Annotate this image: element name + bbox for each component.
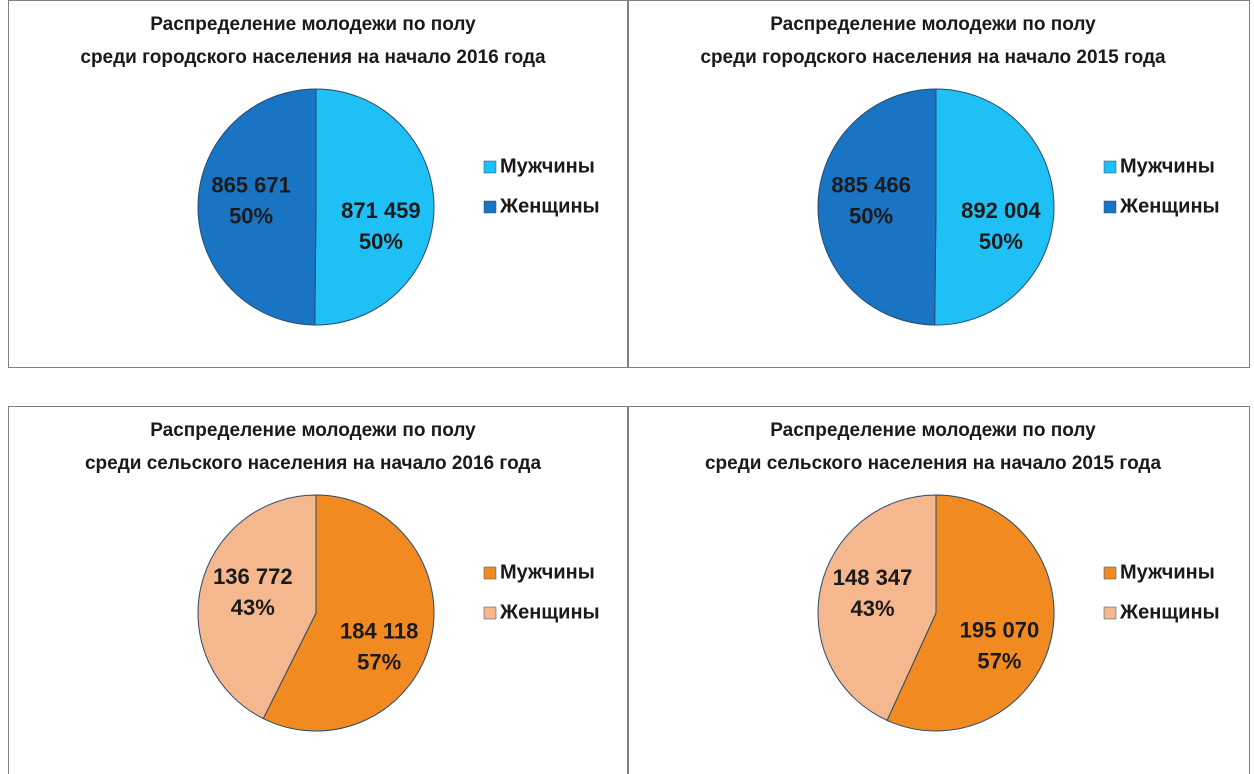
slice-value-label: 865 671	[211, 172, 291, 197]
legend-marker	[483, 200, 497, 214]
legend-label: Мужчины	[500, 561, 595, 583]
slice-value-label: 195 070	[960, 618, 1040, 643]
legend-label: Мужчины	[1120, 155, 1215, 177]
legend-label: Мужчины	[1120, 561, 1215, 583]
slice-percent-label: 50%	[849, 203, 893, 228]
pie-slice	[197, 88, 317, 326]
legend-marker	[1103, 200, 1117, 214]
legend-marker	[483, 606, 497, 620]
slice-value-label: 885 466	[831, 172, 911, 197]
slice-value-label: 871 459	[341, 198, 421, 223]
chart-title: среди сельского населения на начало 2015…	[705, 453, 1162, 474]
slice-percent-label: 57%	[357, 650, 401, 675]
legend-marker	[483, 566, 497, 580]
legend-label: Женщины	[499, 195, 600, 217]
pie-slice	[934, 88, 1055, 326]
chart-title: среди городского населения на начало 201…	[700, 47, 1166, 68]
legend-marker	[1103, 160, 1117, 174]
legend-marker	[1103, 606, 1117, 620]
slice-percent-label: 50%	[359, 229, 403, 254]
chart-title: среди сельского населения на начало 2016…	[85, 453, 542, 474]
slice-value-label: 148 347	[833, 565, 913, 590]
pie-slice	[817, 88, 937, 326]
legend-label: Женщины	[499, 601, 600, 623]
slice-value-label: 892 004	[961, 198, 1041, 223]
pie-slice	[314, 88, 435, 326]
chart-title: среди городского населения на начало 201…	[80, 47, 546, 68]
legend-label: Женщины	[1119, 195, 1220, 217]
legend-marker	[483, 160, 497, 174]
pie-slice	[197, 494, 317, 720]
slice-percent-label: 50%	[229, 203, 273, 228]
pie-slice	[886, 494, 1055, 732]
slice-percent-label: 50%	[979, 229, 1023, 254]
pie-slice	[817, 494, 937, 722]
slice-percent-label: 43%	[851, 596, 895, 621]
slice-value-label: 184 118	[340, 619, 418, 644]
legend-label: Женщины	[1119, 601, 1220, 623]
chart-title: Распределение молодежи по полу	[770, 14, 1096, 35]
slice-percent-label: 57%	[977, 649, 1021, 674]
slice-value-label: 136 772	[213, 564, 293, 589]
legend-label: Мужчины	[500, 155, 595, 177]
chart-title: Распределение молодежи по полу	[770, 420, 1096, 441]
slice-percent-label: 43%	[231, 595, 275, 620]
chart-title: Распределение молодежи по полу	[150, 420, 476, 441]
pie-slice	[262, 494, 435, 732]
legend-marker	[1103, 566, 1117, 580]
chart-title: Распределение молодежи по полу	[150, 14, 476, 35]
